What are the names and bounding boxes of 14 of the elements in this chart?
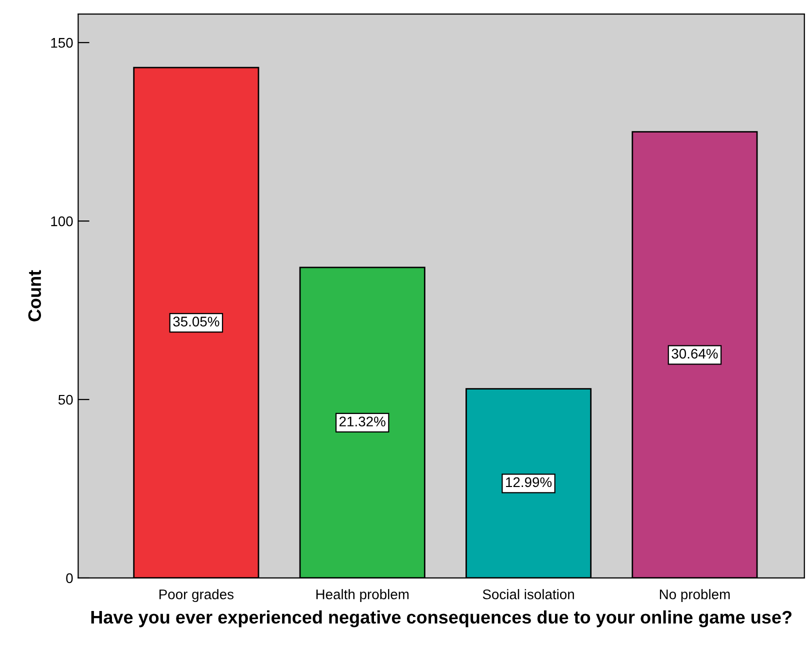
annotation: 12.99% [506, 477, 552, 488]
x-axis-title: Have you ever experienced negative consequences due to your online game use? [91, 610, 792, 628]
annotation: 35.05% [173, 316, 220, 326]
annotation: 21.32% [339, 416, 386, 426]
y-axis-title: Count [28, 270, 42, 322]
x-tick-label: Poor grades [159, 589, 234, 602]
y-tick-label: 0 [66, 573, 73, 584]
y-tick-label: 100 [51, 216, 73, 226]
x-tick-label: No problem [660, 589, 730, 602]
x-tick-label: Health problem [316, 589, 409, 602]
y-tick-label: 150 [51, 38, 73, 48]
y-tick-label: 50 [58, 394, 73, 405]
annotation: 30.64% [672, 348, 718, 359]
x-tick-label: Social isolation [482, 589, 574, 600]
